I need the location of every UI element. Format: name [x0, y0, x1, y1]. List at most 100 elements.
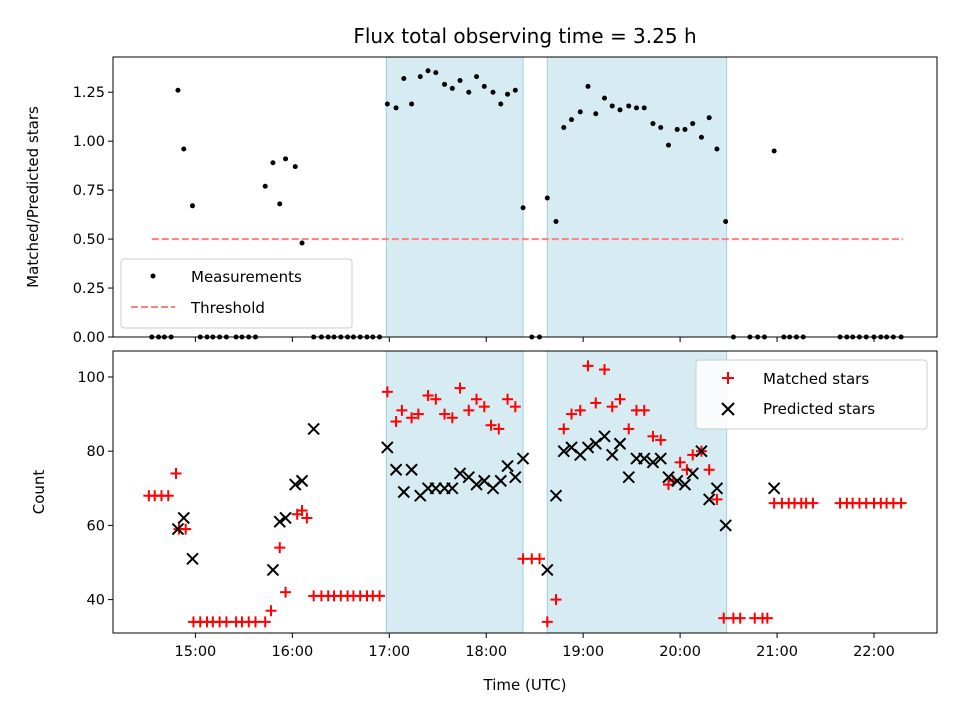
point-measurements — [674, 126, 680, 132]
legend-label-matched: Matched stars — [763, 370, 869, 388]
y-tick-label: 1.00 — [73, 134, 105, 150]
point-matched-stars — [274, 542, 286, 554]
point-measurements — [449, 85, 455, 91]
point-matched-stars — [220, 616, 232, 628]
point-measurements — [409, 101, 415, 107]
y-tick-label: 0.00 — [73, 330, 105, 346]
point-matched-stars — [446, 412, 458, 424]
point-matched-stars — [582, 360, 594, 372]
point-predicted-stars — [279, 511, 292, 525]
point-matched-stars — [180, 523, 192, 535]
point-matched-stars — [541, 616, 553, 628]
point-matched-stars — [655, 434, 667, 446]
point-predicted-stars — [470, 478, 483, 491]
point-measurements — [417, 74, 423, 80]
point-matched-stars — [301, 512, 313, 524]
point-measurements — [544, 195, 550, 201]
point-predicted-stars — [638, 452, 651, 465]
ratio-panel: 0.00 0.25 0.50 0.75 1.00 1.25 Matched/Predict… — [24, 56, 938, 346]
point-measurements — [189, 203, 195, 209]
point-measurements — [641, 105, 647, 111]
y-tick-label: 80 — [87, 444, 105, 460]
point-measurements — [771, 148, 777, 154]
x-tick-label: 20:00 — [659, 644, 701, 660]
point-measurements — [512, 87, 518, 93]
x-tick-label: 17:00 — [368, 644, 410, 660]
point-matched-stars — [807, 497, 819, 509]
point-predicted-stars — [516, 452, 530, 465]
point-predicted-stars — [446, 482, 459, 495]
point-measurements — [723, 218, 729, 224]
point-measurements — [425, 68, 431, 74]
point-matched-stars — [509, 401, 521, 413]
point-predicted-stars — [613, 437, 627, 450]
point-measurements — [626, 103, 632, 109]
point-predicted-stars — [289, 478, 302, 491]
point-measurements — [569, 117, 575, 123]
point-measurements — [706, 115, 712, 121]
point-matched-stars — [681, 464, 693, 476]
observing-interval-band — [385, 56, 524, 338]
point-measurements — [474, 74, 480, 80]
point-matched-stars — [259, 616, 271, 628]
point-measurements — [690, 121, 696, 127]
point-predicted-stars — [295, 474, 309, 488]
point-matched-stars — [430, 393, 442, 405]
point-measurements — [682, 126, 688, 132]
legend-box — [120, 258, 353, 329]
point-measurements — [585, 83, 591, 89]
point-predicted-stars — [622, 470, 635, 484]
point-matched-stars — [623, 423, 635, 435]
point-predicted-stars — [695, 444, 708, 458]
point-measurements — [601, 95, 607, 101]
plot-frame — [112, 56, 938, 338]
point-matched-stars — [463, 404, 475, 416]
point-predicted-stars — [598, 430, 611, 443]
point-matched-stars — [761, 612, 773, 624]
x-tick-label: 16:00 — [271, 644, 313, 660]
point-matched-stars — [296, 505, 308, 517]
point-predicted-stars — [581, 441, 595, 454]
point-matched-stars — [422, 390, 434, 402]
point-matched-stars — [502, 393, 514, 405]
point-predicted-stars — [557, 444, 570, 458]
observing-interval-band — [546, 56, 728, 338]
point-measurements — [658, 124, 664, 130]
point-matched-stars — [674, 456, 686, 468]
point-matched-stars — [381, 386, 393, 398]
point-measurements — [384, 101, 390, 107]
x-tick-label: 22:00 — [853, 644, 895, 660]
y-tick-label: 1.25 — [73, 85, 105, 101]
point-predicted-stars — [662, 470, 675, 484]
point-matched-stars — [590, 397, 602, 409]
legend-label-measurements: Measurements — [191, 268, 302, 286]
legend-box — [695, 359, 928, 430]
point-matched-stars — [478, 401, 490, 413]
legend: Measurements Threshold — [120, 258, 353, 329]
point-matched-stars — [638, 404, 650, 416]
legend-label-threshold: Threshold — [190, 299, 265, 317]
point-measurements — [577, 109, 583, 115]
point-predicted-stars — [549, 489, 563, 502]
point-measurements — [561, 124, 567, 130]
point-matched-stars — [485, 419, 497, 431]
point-measurements — [401, 76, 407, 82]
point-matched-stars — [396, 404, 408, 416]
point-matched-stars — [534, 553, 546, 565]
point-matched-stars — [550, 594, 562, 606]
legend-marker-predicted — [721, 402, 735, 416]
point-matched-stars — [711, 493, 723, 505]
point-measurements — [292, 164, 298, 170]
point-matched-stars — [734, 612, 746, 624]
point-predicted-stars — [171, 522, 185, 536]
y-tick-label: 100 — [77, 370, 105, 386]
point-measurements — [698, 134, 704, 140]
point-matched-stars — [647, 430, 659, 442]
point-matched-stars — [412, 408, 424, 420]
point-measurements — [498, 101, 504, 107]
point-matched-stars — [471, 393, 483, 405]
count-panel: 40 60 80 100 15:00 16:00 17:00 18:00 19:00 20:00… — [30, 350, 938, 694]
point-matched-stars — [439, 408, 451, 420]
point-predicted-stars — [494, 474, 507, 488]
point-predicted-stars — [646, 456, 660, 469]
